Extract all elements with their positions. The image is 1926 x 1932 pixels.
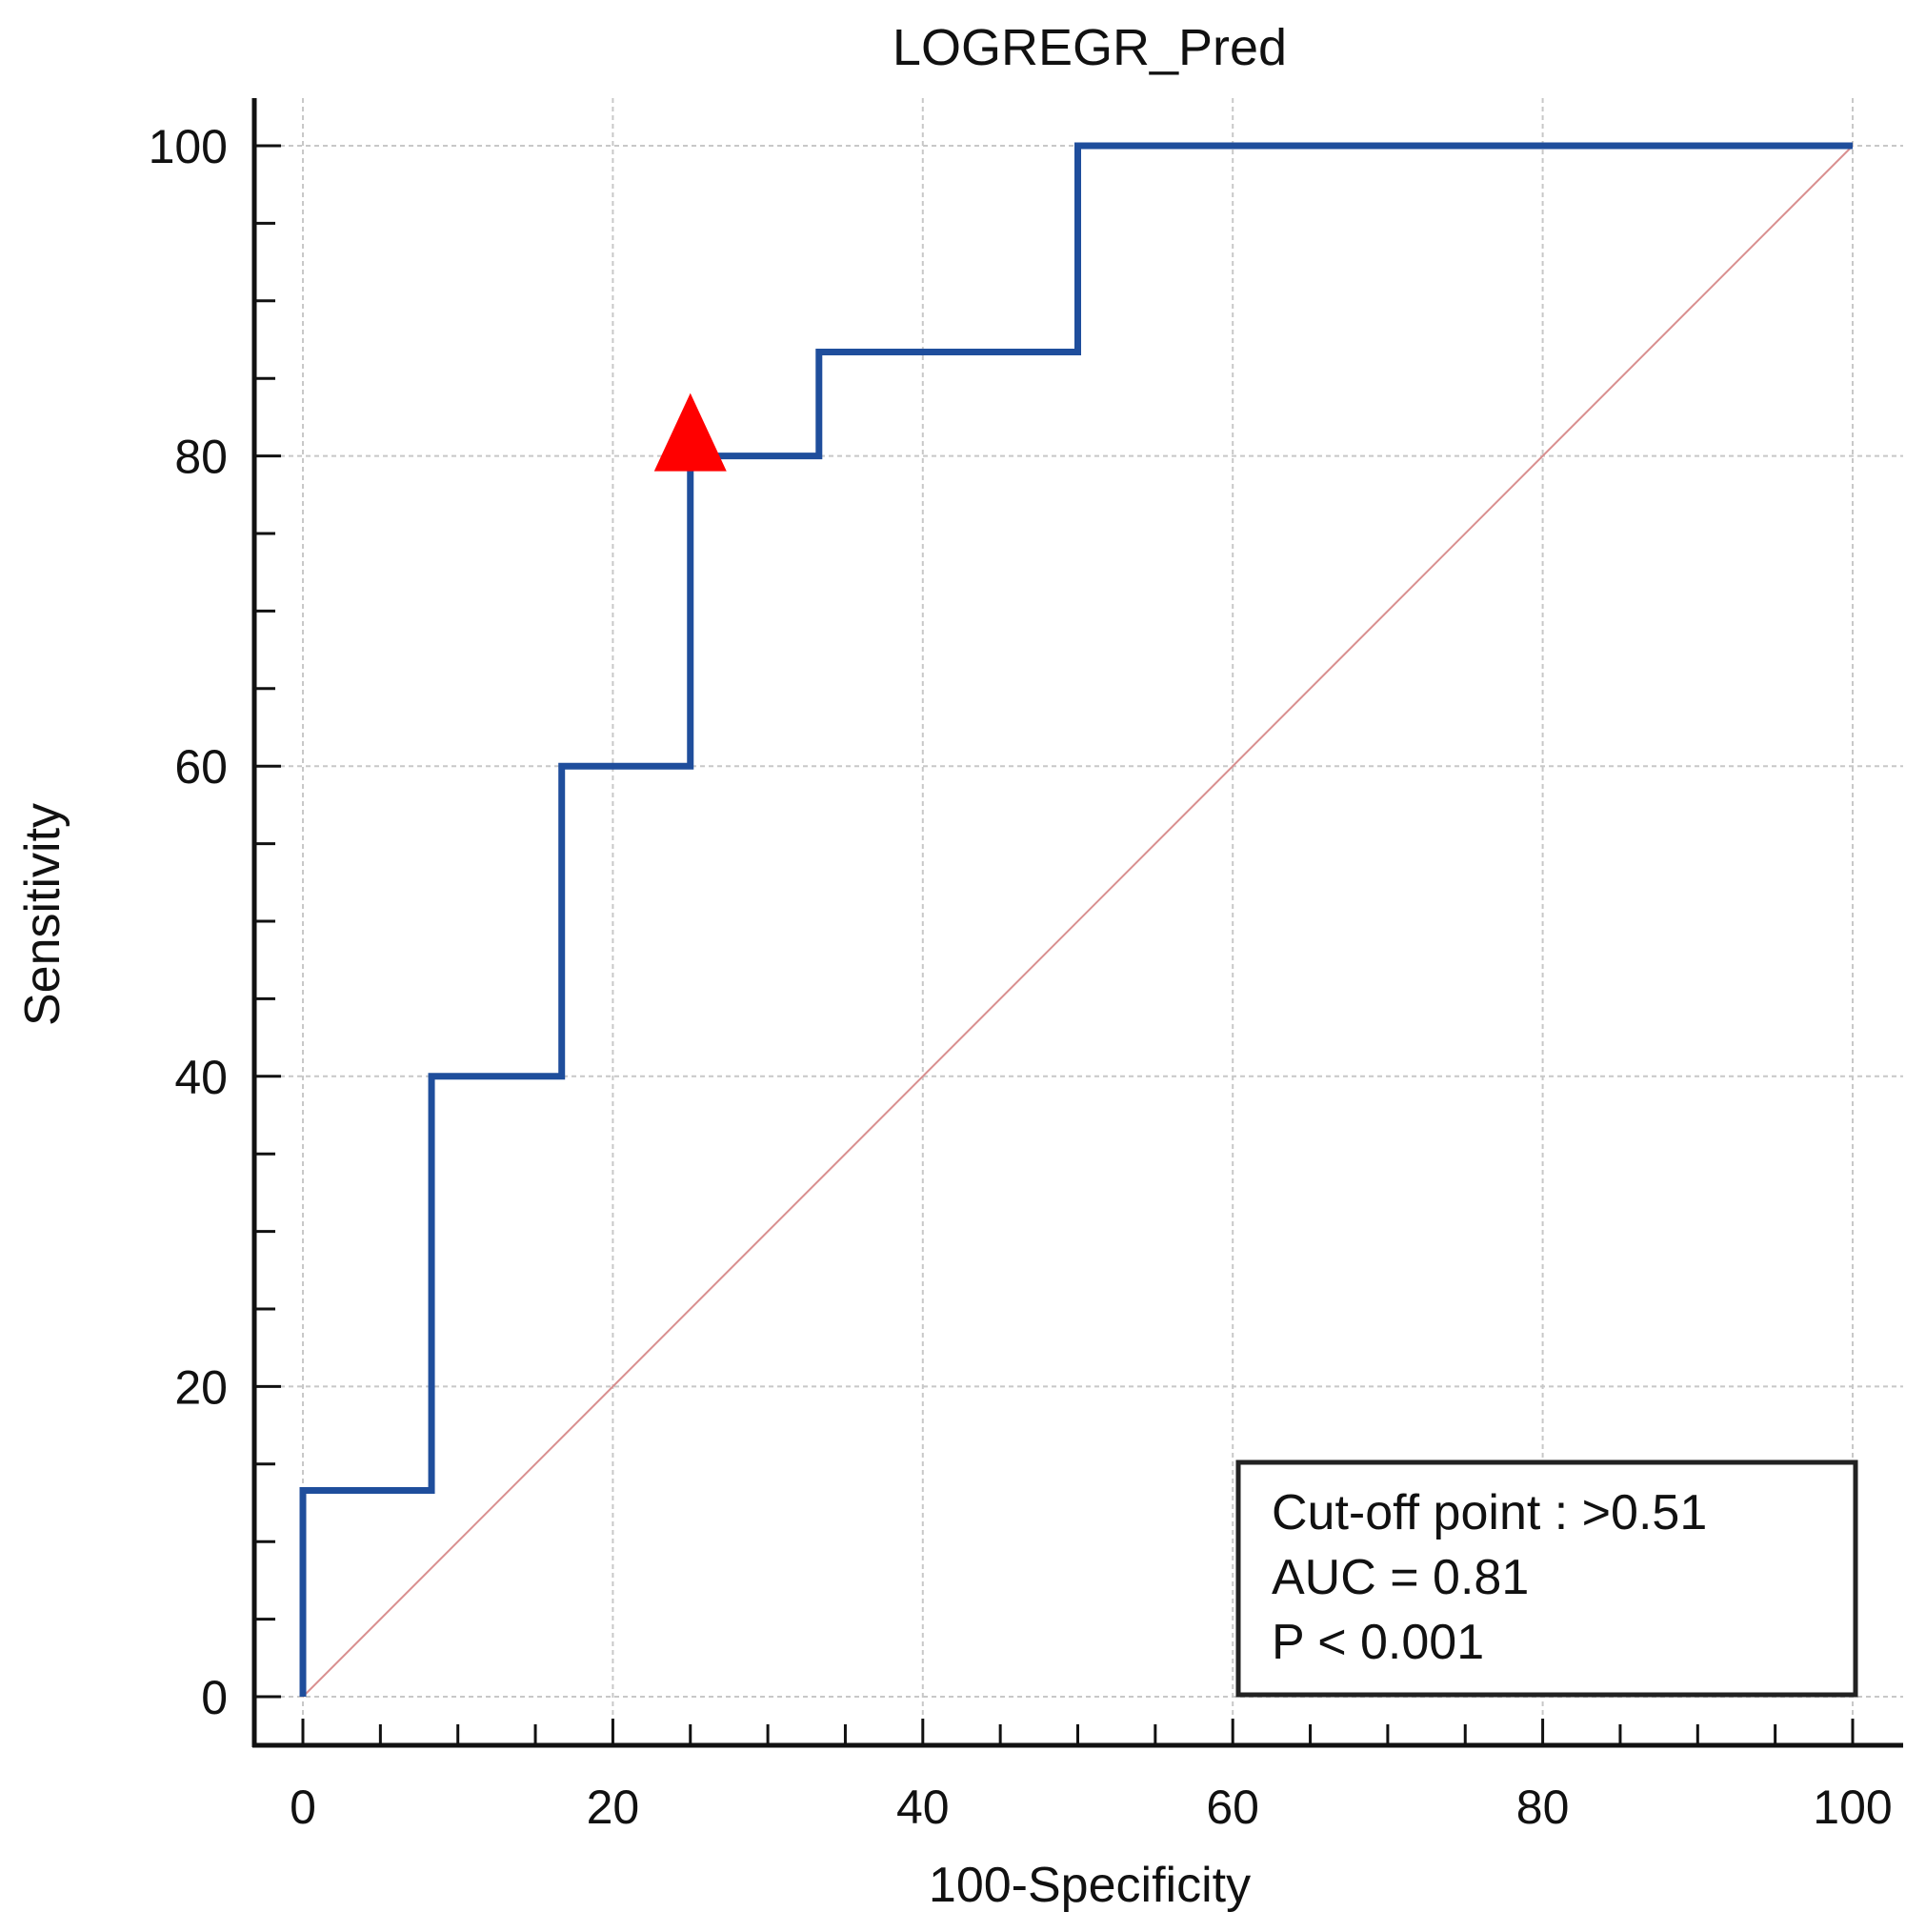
y-axis-title: Sensitivity xyxy=(15,803,70,1026)
x-axis-ticks: 0 20 40 60 80 100 xyxy=(290,1719,1893,1834)
annotation-p-value: P < 0.001 xyxy=(1272,1615,1484,1670)
x-axis-title: 100-Specificity xyxy=(929,1858,1251,1913)
annotation-auc: AUC = 0.81 xyxy=(1272,1550,1529,1605)
cutoff-marker xyxy=(653,392,727,472)
x-tick-label: 0 xyxy=(290,1781,316,1834)
y-tick-label: 20 xyxy=(174,1360,228,1414)
x-tick-label: 60 xyxy=(1206,1781,1259,1834)
x-tick-label: 100 xyxy=(1813,1781,1892,1834)
y-axis-ticks: 0 20 40 60 80 100 xyxy=(149,120,281,1724)
roc-curve-line xyxy=(299,142,1853,1697)
y-tick-label: 40 xyxy=(174,1051,228,1104)
y-tick-label: 100 xyxy=(149,120,228,173)
x-tick-label: 80 xyxy=(1516,1781,1570,1834)
reference-line xyxy=(302,145,1854,1698)
annotation-cutoff: Cut-off point : >0.51 xyxy=(1272,1485,1707,1540)
y-tick-label: 80 xyxy=(174,431,228,484)
chart-title: LOGREGR_Pred xyxy=(893,19,1287,76)
grid-lines xyxy=(254,98,1903,1745)
x-tick-label: 40 xyxy=(896,1781,950,1834)
y-tick-label: 0 xyxy=(201,1671,228,1724)
y-tick-label: 60 xyxy=(174,740,228,794)
annotation-box: Cut-off point : >0.51 AUC = 0.81 P < 0.0… xyxy=(1235,1459,1858,1698)
x-tick-label: 20 xyxy=(587,1781,640,1834)
